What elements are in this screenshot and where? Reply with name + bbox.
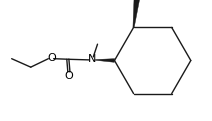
Polygon shape	[95, 59, 115, 62]
Text: O: O	[47, 53, 56, 63]
Polygon shape	[133, 0, 139, 27]
Text: O: O	[64, 71, 73, 81]
Text: N: N	[88, 54, 96, 64]
